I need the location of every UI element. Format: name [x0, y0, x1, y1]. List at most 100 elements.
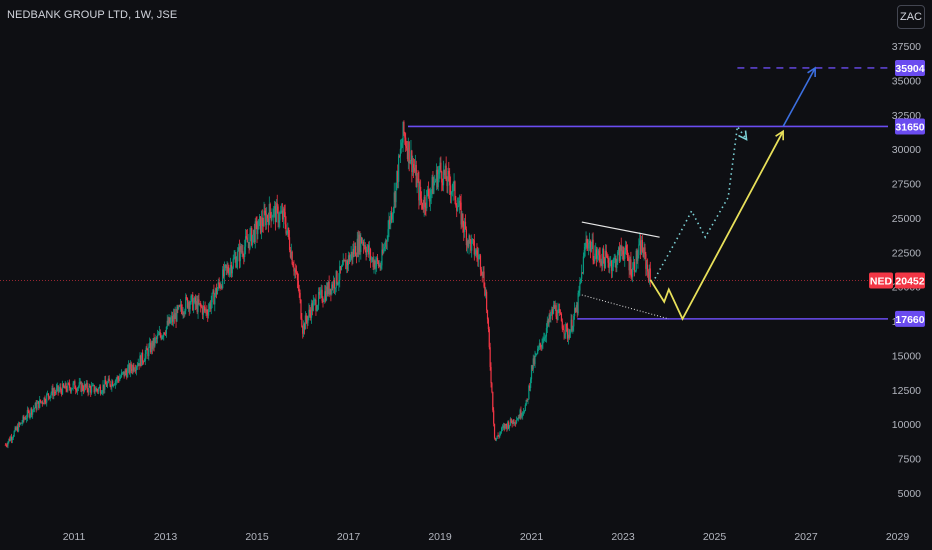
candle-body: [264, 210, 266, 214]
level-tag-31650-value: 31650: [895, 121, 924, 133]
candle-body: [433, 182, 435, 194]
candle-body: [302, 326, 304, 334]
candle-body: [27, 410, 29, 411]
candle-body: [586, 239, 588, 243]
candle-body: [258, 219, 260, 230]
candle-body: [137, 363, 139, 366]
candle-body: [632, 262, 635, 268]
candle-body: [616, 262, 618, 269]
candle-body: [219, 284, 221, 288]
candle-body: [281, 210, 284, 220]
candle-body: [582, 256, 585, 274]
candle-body: [223, 265, 226, 277]
candle-body: [642, 251, 644, 257]
candle-body: [266, 215, 268, 226]
candle-body: [330, 288, 332, 294]
candle-body: [646, 264, 648, 269]
candle-body: [486, 291, 488, 311]
candle-body: [625, 245, 628, 251]
candle-body: [434, 181, 436, 183]
candle-body: [622, 250, 624, 255]
candle-body: [202, 306, 204, 315]
candle-body: [387, 229, 389, 241]
candle-body: [14, 427, 16, 432]
candle-body: [259, 216, 261, 220]
candle-body: [323, 300, 325, 302]
candle-body: [289, 249, 292, 258]
candle-body: [405, 137, 407, 147]
candle-body: [444, 165, 446, 175]
candle-body: [186, 298, 189, 308]
candle-body: [474, 253, 476, 255]
candle-body: [399, 148, 402, 157]
candle-body: [389, 219, 391, 225]
candle-body: [322, 301, 324, 303]
candle-body: [529, 385, 531, 389]
candle-body: [370, 259, 372, 261]
candle-body: [398, 155, 400, 182]
candle-body: [234, 256, 236, 258]
candle-body: [649, 268, 651, 280]
candle-body: [394, 192, 396, 203]
candle-body: [376, 257, 378, 264]
candle-body: [532, 358, 534, 370]
candle-body: [312, 301, 314, 311]
projection-blue-path: [782, 67, 816, 127]
candle-body: [192, 294, 194, 311]
candle-body: [340, 266, 343, 270]
candle-body: [109, 381, 111, 386]
candle-body: [470, 239, 472, 251]
candle-body: [482, 271, 484, 277]
candle-body: [183, 312, 185, 314]
candle-body: [11, 438, 14, 440]
candle-body: [534, 355, 536, 364]
candle-body: [138, 363, 140, 366]
candle-body: [104, 380, 106, 390]
candle-body: [337, 283, 339, 285]
time-axis[interactable]: 2011 2013 2015 2017 2019 2021 2023 2025 2027 2029: [63, 531, 910, 543]
candle-body: [266, 215, 269, 219]
candle-body: [222, 269, 225, 277]
candle-body: [49, 395, 51, 399]
candle-body: [383, 248, 385, 253]
candle-body: [551, 309, 553, 315]
currency-button[interactable]: ZAC: [897, 5, 925, 29]
y-tick-label: 35000: [892, 75, 921, 87]
candle-body: [172, 314, 175, 322]
candle-body: [615, 258, 617, 269]
level-tag-17660-bg: [895, 310, 925, 327]
candle-body: [230, 265, 233, 274]
candle-body: [357, 238, 359, 255]
candle-body: [111, 381, 113, 388]
candle-body: [491, 383, 493, 392]
channel-lower-line: [581, 294, 669, 320]
candle-body: [451, 191, 453, 193]
candle-body: [483, 271, 485, 287]
candle-body: [320, 289, 322, 291]
candle-body: [592, 239, 594, 261]
candle-body: [634, 270, 636, 272]
candle-body: [281, 210, 283, 213]
candle-body: [591, 239, 593, 248]
candle-body: [28, 410, 30, 417]
candle-body: [343, 260, 345, 261]
candle-body: [493, 423, 496, 438]
candle-body: [271, 217, 273, 220]
candle-body: [331, 284, 333, 294]
candle-body: [244, 236, 247, 247]
candle-body: [530, 365, 533, 380]
candle-body: [99, 386, 101, 394]
candle-body: [629, 259, 631, 271]
candle-body: [230, 265, 232, 270]
candle-body: [607, 256, 609, 263]
candle-body: [512, 419, 514, 424]
candle-body: [48, 396, 50, 399]
candle-body: [509, 418, 511, 426]
candle-body: [17, 423, 20, 432]
price-axis[interactable]: 3750035000325003000027500250002250020000…: [892, 41, 921, 500]
candle-body: [228, 271, 230, 276]
candle-body: [168, 317, 170, 325]
candle-body: [383, 246, 386, 249]
candle-body: [91, 385, 94, 387]
